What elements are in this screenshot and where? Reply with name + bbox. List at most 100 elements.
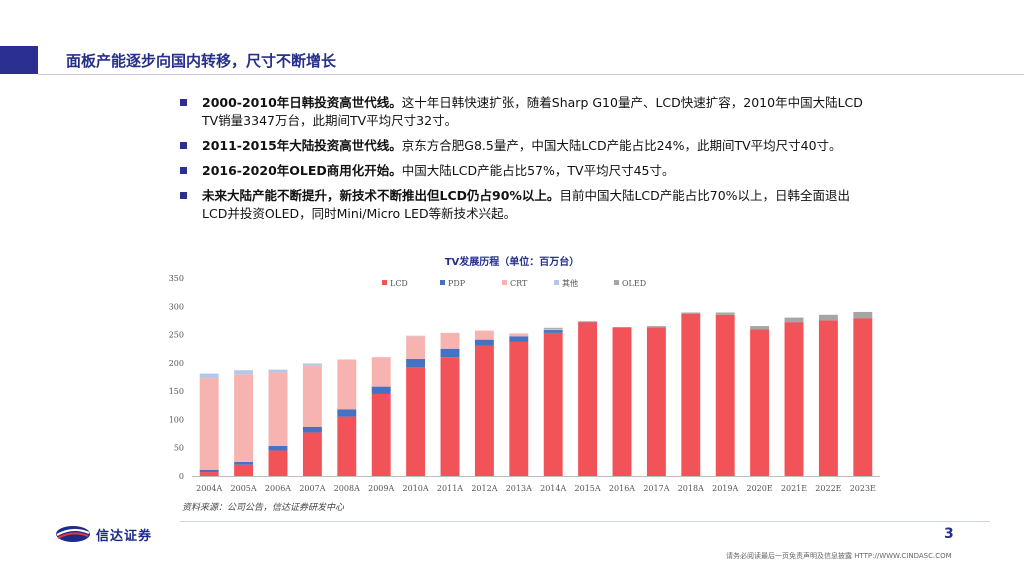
x-tick-label: 2008A bbox=[334, 484, 360, 493]
x-tick-label: 2018A bbox=[678, 484, 704, 493]
x-tick-label: 2004A bbox=[196, 484, 222, 493]
source-note: 资料来源：公司公告，信达证券研发中心 bbox=[182, 503, 345, 513]
bullet-bold: 2016-2020年OLED商用化开始。 bbox=[202, 163, 402, 178]
legend-label-CRT: CRT bbox=[510, 279, 528, 288]
legend-swatch-OLED bbox=[614, 280, 619, 285]
bar-其他-2005A bbox=[234, 370, 254, 375]
bar-CRT-2009A bbox=[371, 357, 391, 387]
bar-PDP-2010A bbox=[406, 358, 426, 368]
bar-LCD-2006A bbox=[268, 450, 288, 476]
bar-LCD-2015A bbox=[578, 322, 598, 476]
y-tick-label: 100 bbox=[169, 415, 184, 424]
chart-title: TV发展历程（单位：百万台） bbox=[444, 257, 580, 268]
bullet-bold: 2011-2015年大陆投资高世代线。 bbox=[202, 138, 402, 153]
bar-LCD-2008A bbox=[337, 416, 357, 476]
bar-LCD-2014A bbox=[543, 332, 563, 476]
legend-swatch-LCD bbox=[382, 280, 387, 285]
x-tick-label: 2013A bbox=[506, 484, 532, 493]
footer-divider bbox=[180, 521, 990, 522]
bar-CRT-2005A bbox=[234, 374, 254, 462]
bullet-square-icon bbox=[180, 167, 187, 174]
bar-OLED-2014A bbox=[543, 327, 563, 329]
bar-LCD-2023E bbox=[853, 318, 873, 476]
bar-PDP-2009A bbox=[371, 386, 391, 394]
bullet-bold: 未来大陆产能不断提升，新技术不断推出但LCD仍占90%以上。 bbox=[202, 188, 560, 203]
bullet-text: 目前中国大陆LCD产能占比70%以上，日韩全面退出LCD并投资OLED，同时Mi… bbox=[202, 188, 851, 221]
bar-OLED-2019A bbox=[715, 312, 735, 315]
bar-OLED-2021E bbox=[784, 317, 804, 323]
bar-LCD-2012A bbox=[474, 345, 494, 476]
bar-PDP-2006A bbox=[268, 446, 288, 451]
x-tick-label: 2015A bbox=[575, 484, 601, 493]
bar-LCD-2016A bbox=[612, 327, 632, 476]
bullet-bold: 2000-2010年日韩投资高世代线。 bbox=[202, 95, 402, 110]
legend-swatch-CRT bbox=[502, 280, 507, 285]
bullet-item: 未来大陆产能不断提升，新技术不断推出但LCD仍占90%以上。目前中国大陆LCD产… bbox=[180, 187, 870, 223]
bar-OLED-2018A bbox=[681, 312, 701, 314]
legend-swatch-PDP bbox=[440, 280, 445, 285]
x-tick-label: 2014A bbox=[540, 484, 566, 493]
legend-label-LCD: LCD bbox=[390, 279, 408, 288]
bar-LCD-2005A bbox=[234, 464, 254, 476]
y-tick-label: 350 bbox=[169, 274, 184, 283]
bar-PDP-2014A bbox=[543, 330, 563, 333]
y-tick-label: 0 bbox=[179, 472, 184, 481]
bar-PDP-2012A bbox=[474, 339, 494, 346]
logo-text: 信达证券 bbox=[96, 528, 153, 544]
bar-LCD-2011A bbox=[440, 357, 460, 476]
disclaimer-text: 请务必阅读最后一页免责声明及信息披露 HTTP://WWW.CINDASC.CO… bbox=[726, 552, 952, 560]
bar-CRT-2010A bbox=[406, 336, 426, 359]
page-title: 面板产能逐步向国内转移，尺寸不断增长 bbox=[66, 52, 337, 70]
x-tick-label: 2020E bbox=[746, 484, 772, 493]
x-tick-label: 2016A bbox=[609, 484, 635, 493]
cinda-logo-icon bbox=[56, 526, 90, 542]
bar-OLED-2022E bbox=[818, 314, 838, 321]
bar-LCD-2010A bbox=[406, 367, 426, 476]
y-tick-label: 300 bbox=[169, 302, 184, 311]
x-tick-label: 2010A bbox=[403, 484, 429, 493]
header-divider bbox=[38, 74, 1024, 75]
bar-LCD-2017A bbox=[646, 327, 666, 476]
bar-LCD-2013A bbox=[509, 341, 529, 476]
x-tick-label: 2011A bbox=[437, 484, 463, 493]
y-tick-label: 50 bbox=[174, 444, 184, 453]
bar-CRT-2008A bbox=[337, 359, 357, 410]
bar-PDP-2005A bbox=[234, 461, 254, 465]
bar-LCD-2020E bbox=[750, 329, 770, 476]
bullet-square-icon bbox=[180, 192, 187, 199]
bullet-item: 2000-2010年日韩投资高世代线。这十年日韩快速扩张，随着Sharp G10… bbox=[180, 94, 870, 130]
x-tick-label: 2022E bbox=[815, 484, 841, 493]
bar-CRT-2014A bbox=[543, 329, 563, 331]
bar-LCD-2021E bbox=[784, 322, 804, 476]
bar-CRT-2006A bbox=[268, 372, 288, 447]
legend-label-其他: 其他 bbox=[562, 278, 578, 288]
bullet-text: 中国大陆LCD产能占比57%，TV平均尺寸45寸。 bbox=[401, 163, 675, 178]
bar-LCD-2019A bbox=[715, 314, 735, 476]
bar-CRT-2011A bbox=[440, 332, 460, 349]
legend-label-OLED: OLED bbox=[622, 279, 646, 288]
bullet-item: 2016-2020年OLED商用化开始。中国大陆LCD产能占比57%，TV平均尺… bbox=[180, 162, 870, 180]
legend-label-PDP: PDP bbox=[448, 279, 466, 288]
bar-LCD-2007A bbox=[302, 432, 322, 476]
x-tick-label: 2006A bbox=[265, 484, 291, 493]
bar-OLED-2017A bbox=[646, 326, 666, 328]
bar-LCD-2022E bbox=[818, 320, 838, 476]
bar-CRT-2004A bbox=[199, 378, 219, 470]
legend-swatch-其他 bbox=[554, 280, 559, 285]
x-tick-label: 2005A bbox=[231, 484, 257, 493]
tv-stacked-bar-chart: 0 50 100 150 200 250 300 350 2004A 2005A 2006A 2007… bbox=[169, 274, 880, 493]
bar-PDP-2008A bbox=[337, 409, 357, 417]
y-tick-label: 150 bbox=[169, 387, 184, 396]
bar-其他-2014A bbox=[543, 328, 563, 330]
header-accent-bar bbox=[0, 46, 38, 74]
bar-CRT-2007A bbox=[302, 365, 322, 427]
bar-PDP-2013A bbox=[509, 336, 529, 342]
bar-其他-2004A bbox=[199, 373, 219, 379]
bullet-list: 2000-2010年日韩投资高世代线。这十年日韩快速扩张，随着Sharp G10… bbox=[180, 94, 870, 230]
bar-CRT-2012A bbox=[474, 330, 494, 340]
bar-PDP-2015A bbox=[578, 321, 598, 323]
bullet-item: 2011-2015年大陆投资高世代线。京东方合肥G8.5量产，中国大陆LCD产能… bbox=[180, 137, 870, 155]
bar-其他-2010A bbox=[406, 335, 426, 337]
x-tick-label: 2012A bbox=[471, 484, 497, 493]
bar-CRT-2013A bbox=[509, 333, 529, 337]
